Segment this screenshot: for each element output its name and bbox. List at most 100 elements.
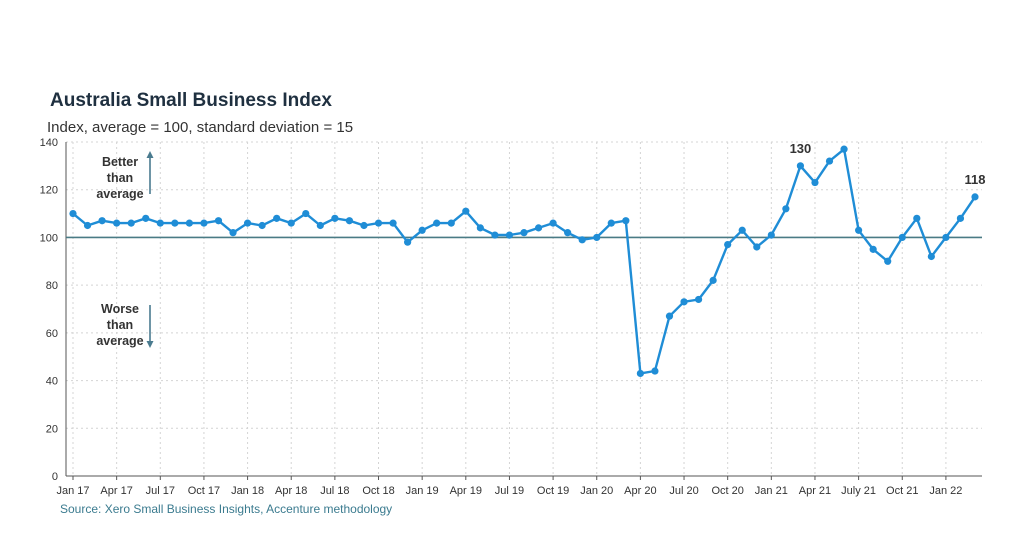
x-tick-label: Apr 21 — [799, 485, 831, 497]
data-point — [374, 219, 383, 227]
data-point — [942, 233, 950, 242]
x-tick-label: July 21 — [841, 485, 876, 497]
x-tick-label: Oct 19 — [537, 485, 569, 497]
y-tick-label: 100 — [40, 232, 58, 244]
data-point — [694, 295, 703, 304]
data-point — [345, 217, 354, 225]
data-point — [273, 214, 281, 222]
x-tick-label: Jul 19 — [495, 485, 524, 497]
data-point — [767, 231, 775, 239]
data-point — [884, 257, 892, 265]
data-point — [971, 193, 979, 201]
data-point — [433, 219, 441, 227]
data-point — [491, 231, 499, 239]
x-tick-label: Jan 18 — [231, 485, 264, 497]
y-tick-label: 140 — [40, 137, 58, 149]
data-point — [709, 276, 717, 284]
data-point — [69, 209, 77, 218]
data-point — [302, 209, 310, 218]
y-tick-label: 80 — [46, 280, 58, 292]
data-point — [520, 229, 528, 237]
data-point — [578, 236, 586, 244]
data-point — [534, 224, 543, 232]
worse-than-average-text: average — [96, 334, 143, 348]
data-point — [607, 219, 615, 227]
worse-than-average-text: than — [107, 318, 133, 332]
y-tick-label: 120 — [40, 185, 58, 197]
data-point — [476, 224, 484, 232]
data-point — [243, 219, 252, 227]
data-point — [913, 214, 921, 222]
data-point — [142, 214, 150, 222]
data-point — [331, 214, 339, 222]
data-point — [840, 145, 848, 153]
data-point — [127, 219, 135, 227]
data-point — [564, 229, 572, 237]
better-than-average-text: Better — [102, 155, 138, 169]
x-tick-label: Oct 18 — [362, 485, 394, 497]
data-point — [825, 157, 834, 165]
x-tick-label: Oct 20 — [711, 485, 743, 497]
data-point — [593, 233, 601, 242]
data-point — [389, 219, 397, 227]
x-tick-label: Jan 17 — [56, 485, 89, 497]
data-point — [113, 219, 121, 227]
x-tick-label: Jul 20 — [669, 485, 698, 497]
y-tick-label: 20 — [46, 423, 58, 435]
y-tick-label: 60 — [46, 328, 58, 340]
x-tick-label: Apr 18 — [275, 485, 307, 497]
data-point — [287, 219, 295, 227]
down-arrowhead-icon — [146, 341, 154, 348]
x-tick-label: Jan 21 — [755, 485, 788, 497]
data-point — [782, 205, 790, 213]
data-point — [753, 243, 761, 251]
data-point — [680, 298, 688, 306]
data-point — [229, 229, 237, 237]
series-line — [72, 147, 976, 375]
data-point — [404, 238, 412, 246]
x-tick-label: Apr 19 — [450, 485, 482, 497]
data-point — [811, 178, 819, 187]
data-point — [956, 214, 965, 222]
data-point — [665, 312, 674, 320]
data-point — [83, 221, 92, 230]
data-point — [651, 367, 659, 375]
x-tick-label: Jan 22 — [929, 485, 962, 497]
data-point — [258, 221, 266, 230]
x-tick-label: Jul 17 — [146, 485, 175, 497]
series — [69, 145, 979, 378]
x-tick-label: Apr 17 — [100, 485, 132, 497]
data-label: 118 — [965, 172, 986, 187]
data-point — [505, 231, 514, 239]
data-point — [898, 233, 906, 242]
data-point — [738, 226, 746, 234]
data-point — [316, 221, 324, 230]
y-tick-label: 0 — [52, 471, 58, 483]
x-tick-label: Oct 21 — [886, 485, 918, 497]
data-point — [724, 240, 732, 249]
data-point — [622, 217, 630, 225]
data-point — [927, 252, 935, 261]
worse-than-average-text: Worse — [101, 302, 139, 316]
data-labels: 130 118 — [790, 141, 986, 187]
data-point — [796, 162, 805, 170]
data-point — [549, 219, 557, 227]
data-point — [462, 207, 470, 215]
chart-source: Source: Xero Small Business Insights, Ac… — [60, 502, 393, 516]
better-than-average-text: than — [107, 171, 133, 185]
data-point — [214, 217, 223, 225]
x-tick-label: Apr 20 — [624, 485, 656, 497]
x-tick-label: Oct 17 — [188, 485, 220, 497]
data-point — [156, 219, 164, 227]
x-tick-label: Jul 18 — [320, 485, 349, 497]
axes: 0 20 40 60 80 100 120 140 Jan 17 Apr 17 Jul 17 Oct … — [40, 137, 982, 497]
up-arrowhead-icon — [146, 151, 154, 158]
better-than-average-text: average — [96, 187, 143, 201]
chart-title: Australia Small Business Index — [50, 90, 332, 111]
gridlines — [66, 141, 982, 476]
data-label: 130 — [790, 141, 812, 156]
chart-subtitle: Index, average = 100, standard deviation… — [47, 119, 354, 136]
data-point — [185, 219, 193, 227]
data-point — [171, 219, 179, 227]
